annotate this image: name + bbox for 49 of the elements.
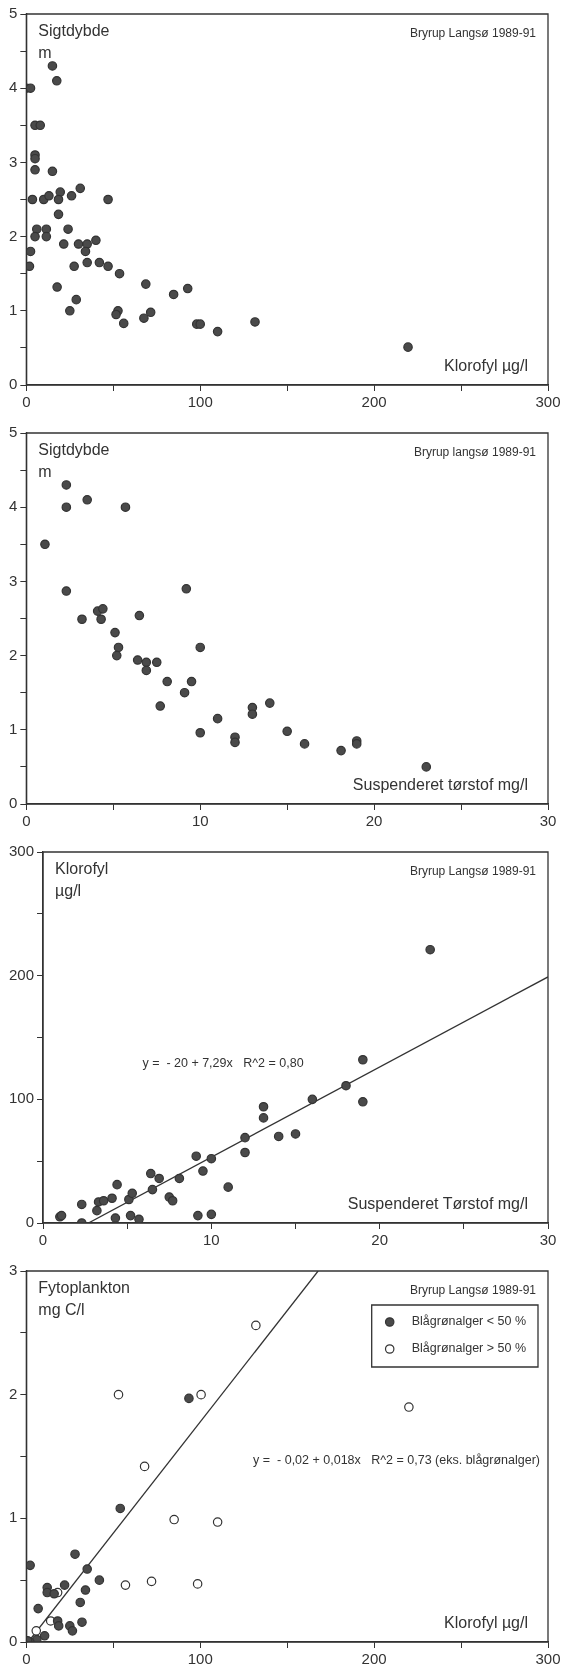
x-tick-label: 200 bbox=[361, 1650, 387, 1668]
y-tick-label: 2 bbox=[9, 226, 18, 244]
y-tick-label: 100 bbox=[9, 1089, 35, 1107]
x-tick-label: 100 bbox=[187, 393, 213, 411]
annotation: Bryrup Langsø 1989-91 bbox=[409, 864, 537, 879]
x-tick-label: 30 bbox=[539, 1231, 557, 1249]
y-tick-label: 0 bbox=[9, 375, 18, 393]
x-axis-title: Klorofyl µg/l bbox=[444, 357, 528, 375]
y-axis-title: Sigtdybde m bbox=[38, 22, 110, 62]
annotation: y = - 0,02 + 0,018x R^2 = 0,73 (eks. blågrønalger) bbox=[253, 1452, 540, 1467]
y-tick-label: 300 bbox=[9, 842, 35, 860]
legend-label: Blågrønalger < 50 % bbox=[411, 1314, 527, 1329]
x-tick-label: 30 bbox=[539, 812, 557, 830]
x-tick-label: 0 bbox=[38, 1231, 48, 1249]
y-tick-label: 0 bbox=[9, 794, 18, 812]
y-tick-label: 5 bbox=[9, 4, 18, 22]
y-axis-title: Klorofyl µg/l bbox=[55, 860, 109, 900]
x-tick-label: 200 bbox=[361, 393, 387, 411]
annotation: Bryrup Langsø 1989-91 bbox=[409, 26, 537, 41]
y-axis-title: Sigtdybde m bbox=[38, 441, 110, 481]
y-tick-label: 3 bbox=[9, 571, 18, 589]
y-tick-label: 5 bbox=[9, 423, 18, 441]
annotation: Bryrup langsø 1989-91 bbox=[413, 445, 537, 460]
legend-label: Blågrønalger > 50 % bbox=[411, 1341, 527, 1356]
x-tick-label: 100 bbox=[187, 1650, 213, 1668]
y-tick-label: 3 bbox=[9, 1261, 18, 1279]
y-tick-label: 0 bbox=[9, 1632, 18, 1650]
y-tick-label: 1 bbox=[9, 719, 18, 737]
x-tick-label: 10 bbox=[203, 1231, 220, 1249]
y-tick-label: 2 bbox=[9, 1384, 18, 1402]
x-tick-label: 20 bbox=[365, 812, 383, 830]
y-tick-label: 4 bbox=[9, 497, 18, 515]
x-axis-title: Suspenderet Tørstof mg/l bbox=[347, 1195, 528, 1213]
x-tick-label: 300 bbox=[535, 393, 561, 411]
x-tick-label: 300 bbox=[535, 1650, 561, 1668]
y-tick-label: 4 bbox=[9, 78, 18, 96]
y-tick-label: 1 bbox=[9, 1508, 18, 1526]
x-axis-title: Suspenderet tørstof mg/l bbox=[352, 776, 528, 794]
x-axis-title: Klorofyl µg/l bbox=[444, 1614, 528, 1632]
y-axis-title: Fytoplankton mg C/l bbox=[38, 1279, 130, 1319]
annotation: Bryrup Langsø 1989-91 bbox=[409, 1283, 537, 1298]
x-tick-label: 10 bbox=[191, 812, 209, 830]
y-tick-label: 1 bbox=[9, 300, 18, 318]
y-tick-label: 3 bbox=[9, 152, 18, 170]
x-tick-label: 20 bbox=[371, 1231, 389, 1249]
annotation: y = - 20 + 7,29x R^2 = 0,80 bbox=[142, 1055, 304, 1070]
y-tick-label: 2 bbox=[9, 645, 18, 663]
y-tick-label: 200 bbox=[9, 965, 35, 983]
y-tick-label: 0 bbox=[25, 1213, 35, 1231]
